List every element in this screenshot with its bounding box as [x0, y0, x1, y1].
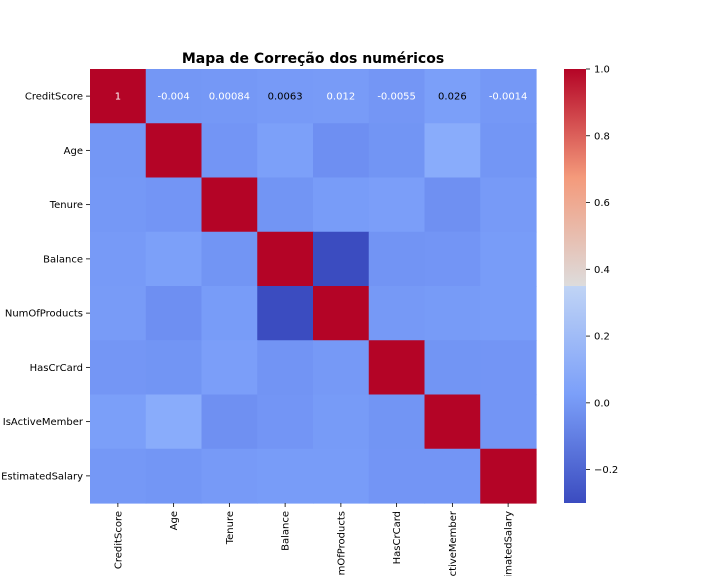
- x-tick-label: NumOfProducts: [336, 511, 347, 576]
- colorbar-tick-label: 0.0: [594, 398, 610, 409]
- x-tick-label: IsActiveMember: [448, 510, 459, 576]
- heatmap-cell: [90, 177, 147, 233]
- heatmap-cell: [480, 69, 537, 124]
- heatmap-cell: [257, 69, 314, 124]
- heatmap-cell: [90, 123, 147, 179]
- heatmap-cell: [145, 286, 203, 341]
- heatmap-cell: [480, 123, 537, 179]
- heatmap-cell: [368, 286, 426, 341]
- chart-title: Mapa de Correção dos numéricos: [182, 51, 444, 67]
- colorbar: [564, 69, 586, 503]
- heatmap-cell: [145, 177, 203, 233]
- cell-value-label: 0.026: [438, 92, 467, 103]
- y-tick-label: HasCrCard: [30, 363, 83, 374]
- heatmap-cell: [424, 286, 481, 341]
- heatmap-cell: [201, 394, 258, 450]
- heatmap-cell: [368, 177, 426, 233]
- heatmap-cell: [145, 448, 203, 504]
- y-tick-label: CreditScore: [25, 92, 83, 103]
- heatmap-cell: [368, 231, 426, 287]
- heatmap-cell: [368, 394, 426, 450]
- heatmap-cell: [201, 123, 258, 179]
- heatmap-cell: [424, 231, 481, 287]
- heatmap-cell: [480, 286, 537, 341]
- colorbar-tick-label: −0.2: [594, 465, 618, 476]
- heatmap-cell: [313, 69, 370, 124]
- heatmap-cell: [257, 231, 314, 287]
- heatmap-cell: [257, 123, 314, 179]
- heatmap-cell: [480, 448, 537, 504]
- heatmap-cell: [257, 394, 314, 450]
- heatmap-cell: [90, 340, 147, 396]
- x-tick-label: EstimatedSalary: [504, 511, 515, 576]
- heatmap-cell: [424, 394, 481, 450]
- heatmap-cell: [424, 340, 481, 396]
- heatmap-cell: [257, 177, 314, 233]
- heatmap-cell: [145, 69, 203, 124]
- x-tick-label: Age: [169, 511, 180, 530]
- x-tick-label: HasCrCard: [392, 511, 403, 564]
- cell-value-label: 0.012: [327, 92, 356, 103]
- heatmap-cell: [424, 448, 481, 504]
- heatmap-cell: [368, 69, 426, 124]
- heatmap-cell: [201, 231, 258, 287]
- heatmap-cell: [201, 286, 258, 341]
- heatmap-cell: [201, 177, 258, 233]
- heatmap-cell: [313, 448, 370, 504]
- cell-value-label: -0.0055: [377, 92, 416, 103]
- colorbar-tick-label: 1.0: [594, 65, 610, 76]
- x-tick-label: CreditScore: [113, 511, 124, 569]
- heatmap-cell: [90, 448, 147, 504]
- y-tick-label: Age: [64, 146, 83, 157]
- heatmap-cell: [313, 340, 370, 396]
- heatmap-cell: [480, 394, 537, 450]
- heatmap-cell: [90, 231, 147, 287]
- cell-value-label: 0.00084: [209, 92, 250, 103]
- x-tick-label: Balance: [281, 511, 292, 551]
- y-tick-label: Tenure: [49, 200, 83, 211]
- heatmap-cell: [90, 394, 147, 450]
- heatmap-cell: [257, 448, 314, 504]
- heatmap-cell: [145, 123, 203, 179]
- heatmap-cell: [201, 340, 258, 396]
- heatmap-cell: [313, 286, 370, 341]
- heatmap-cell: [424, 177, 481, 233]
- heatmap-cell: [424, 123, 481, 179]
- heatmap-cell: [368, 123, 426, 179]
- heatmap-cell: [145, 340, 203, 396]
- colorbar-tick-label: 0.8: [594, 131, 610, 142]
- y-tick-label: EstimatedSalary: [1, 471, 83, 482]
- x-tick-label: Tenure: [225, 511, 236, 545]
- colorbar-tick-label: 0.2: [594, 332, 610, 343]
- heatmap-cell: [313, 177, 370, 233]
- y-tick-label: NumOfProducts: [5, 309, 83, 320]
- heatmap-cell: [201, 448, 258, 504]
- heatmap-cell: [145, 394, 203, 450]
- y-tick-label: Balance: [43, 254, 83, 265]
- heatmap-cell: [201, 69, 258, 124]
- heatmap-cell: [313, 231, 370, 287]
- heatmap-cell: [480, 177, 537, 233]
- heatmap-cell: [368, 448, 426, 504]
- heatmap-cell: [257, 340, 314, 396]
- heatmap-cell: [90, 286, 147, 341]
- heatmap-cell: [424, 69, 481, 124]
- colorbar-tick-label: 0.6: [594, 198, 610, 209]
- heatmap-cell: [90, 69, 147, 124]
- heatmap-cell: [480, 340, 537, 396]
- heatmap-cell: [313, 123, 370, 179]
- heatmap-cell: [480, 231, 537, 287]
- heatmap-cell: [145, 231, 203, 287]
- y-tick-label: IsActiveMember: [3, 417, 84, 428]
- heatmap-cell: [313, 394, 370, 450]
- colorbar-tick-label: 0.4: [594, 265, 610, 276]
- heatmap-cell: [368, 340, 426, 396]
- heatmap-cell: [257, 286, 314, 341]
- cell-value-label: -0.0014: [489, 92, 528, 103]
- cell-value-label: -0.004: [158, 92, 190, 103]
- cell-value-label: 1: [115, 92, 121, 103]
- cell-value-label: 0.0063: [268, 92, 303, 103]
